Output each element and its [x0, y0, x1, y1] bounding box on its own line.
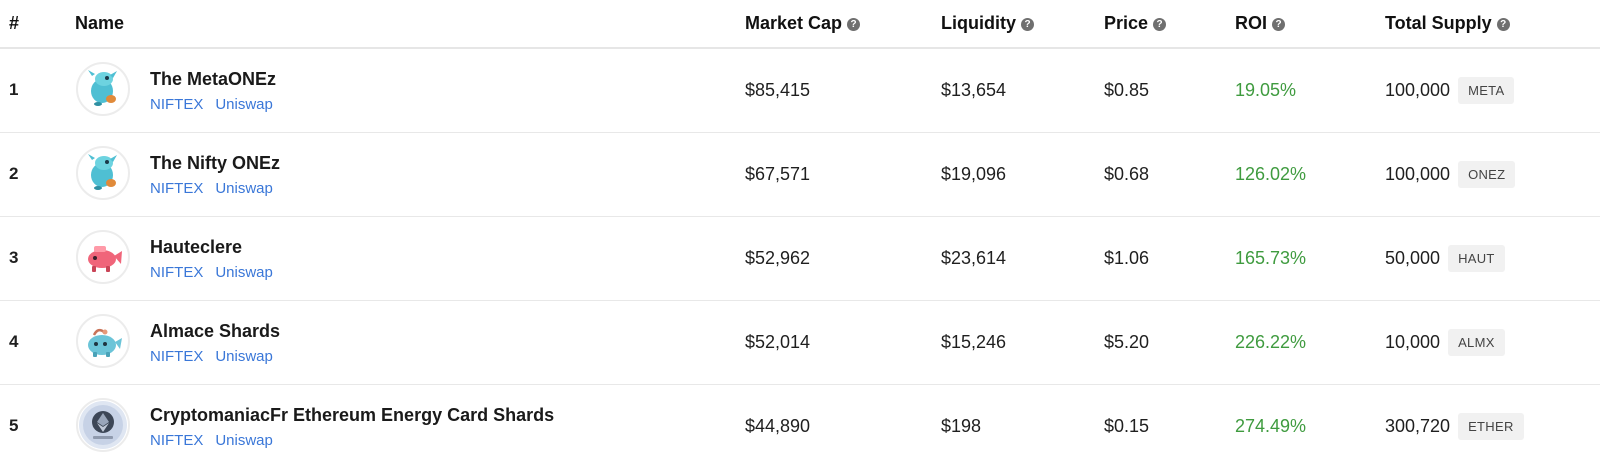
total-supply: 10,000 ALMX	[1385, 329, 1505, 356]
token-name[interactable]: CryptomaniacFr Ethereum Energy Card Shar…	[150, 405, 555, 425]
total-supply: 100,000 META	[1385, 77, 1515, 104]
table-row[interactable]: 5 CryptomaniacFr Ethereum Energy Card Sh…	[0, 385, 1600, 468]
row-rank: 3	[9, 248, 19, 267]
price-value: $5.20	[1104, 332, 1150, 352]
roi-value: 165.73%	[1235, 248, 1307, 268]
row-rank: 1	[9, 80, 19, 99]
ethereum-card-icon	[76, 398, 130, 452]
header-roi-label: ROI	[1235, 13, 1268, 33]
header-name-label: Name	[75, 13, 125, 33]
row-rank: 2	[9, 164, 19, 183]
market-cap-value: $52,014	[745, 332, 811, 352]
token-name[interactable]: The Nifty ONEz	[150, 153, 281, 173]
token-links: NIFTEX Uniswap	[150, 264, 273, 281]
total-supply: 50,000 HAUT	[1385, 245, 1505, 272]
niftex-link[interactable]: NIFTEX	[150, 96, 204, 113]
header-rank: #	[9, 13, 19, 34]
total-supply: 300,720 ETHER	[1385, 413, 1524, 440]
market-cap-value: $52,962	[745, 248, 811, 268]
roi-value: 126.02%	[1235, 164, 1307, 184]
token-name[interactable]: Hauteclere	[150, 237, 243, 257]
uniswap-link[interactable]: Uniswap	[215, 432, 273, 449]
market-cap-value: $67,571	[745, 164, 811, 184]
roi-value: 226.22%	[1235, 332, 1307, 352]
liquidity-value: $19,096	[941, 164, 1007, 184]
symbol-badge: HAUT	[1448, 245, 1505, 272]
blue-axie-icon	[76, 314, 130, 368]
header-market-cap[interactable]: Market Cap?	[745, 13, 861, 34]
liquidity-value: $23,614	[941, 248, 1007, 268]
help-icon[interactable]: ?	[1272, 18, 1286, 31]
uniswap-link[interactable]: Uniswap	[215, 264, 273, 281]
symbol-badge: ALMX	[1448, 329, 1505, 356]
token-links: NIFTEX Uniswap	[150, 432, 273, 449]
header-rank-label: #	[9, 13, 20, 33]
uniswap-link[interactable]: Uniswap	[215, 348, 273, 365]
token-links: NIFTEX Uniswap	[150, 96, 273, 113]
header-total-supply-label: Total Supply	[1385, 13, 1492, 33]
header-liquidity[interactable]: Liquidity?	[941, 13, 1034, 34]
blue-creature-icon	[76, 62, 130, 116]
token-links: NIFTEX Uniswap	[150, 180, 273, 197]
roi-value: 274.49%	[1235, 416, 1307, 436]
help-icon[interactable]: ?	[1496, 18, 1510, 31]
table-header: # Name Market Cap? Liquidity? Price? ROI…	[0, 0, 1600, 49]
niftex-link[interactable]: NIFTEX	[150, 180, 204, 197]
total-supply: 100,000 ONEZ	[1385, 161, 1516, 188]
help-icon[interactable]: ?	[1021, 18, 1034, 31]
price-value: $0.68	[1104, 164, 1150, 184]
row-rank: 5	[9, 416, 19, 435]
header-roi[interactable]: ROI?	[1235, 13, 1286, 34]
niftex-link[interactable]: NIFTEX	[150, 264, 204, 281]
token-links: NIFTEX Uniswap	[150, 348, 273, 365]
pink-axie-icon	[76, 230, 130, 284]
token-name[interactable]: Almace Shards	[150, 321, 281, 341]
token-name[interactable]: The MetaONEz	[150, 69, 277, 89]
price-value: $1.06	[1104, 248, 1150, 268]
header-name[interactable]: Name	[75, 13, 124, 34]
header-price[interactable]: Price?	[1104, 13, 1167, 34]
table-row[interactable]: 1 The MetaONEz NIFTEX Uniswap $85,415 $13…	[0, 49, 1600, 133]
liquidity-value: $198	[941, 416, 982, 436]
liquidity-value: $13,654	[941, 80, 1007, 100]
uniswap-link[interactable]: Uniswap	[215, 180, 273, 197]
row-rank: 4	[9, 332, 19, 351]
header-price-label: Price	[1104, 13, 1149, 33]
liquidity-value: $15,246	[941, 332, 1007, 352]
symbol-badge: ETHER	[1458, 413, 1524, 440]
uniswap-link[interactable]: Uniswap	[215, 96, 273, 113]
market-cap-value: $85,415	[745, 80, 811, 100]
table-row[interactable]: 2 The Nifty ONEz NIFTEX Uniswap $67,571 $…	[0, 133, 1600, 217]
symbol-badge: ONEZ	[1458, 161, 1516, 188]
supply-value: 100,000	[1385, 164, 1451, 184]
roi-value: 19.05%	[1235, 80, 1297, 100]
header-total-supply[interactable]: Total Supply?	[1385, 13, 1510, 34]
supply-value: 100,000	[1385, 80, 1451, 100]
header-market-cap-label: Market Cap	[745, 13, 843, 33]
niftex-link[interactable]: NIFTEX	[150, 432, 204, 449]
price-value: $0.15	[1104, 416, 1150, 436]
table-row[interactable]: 3 Hauteclere NIFTEX Uniswap $52,962 $23,6…	[0, 217, 1600, 301]
symbol-badge: META	[1458, 77, 1515, 104]
help-icon[interactable]: ?	[1153, 18, 1167, 31]
supply-value: 10,000	[1385, 332, 1441, 352]
market-cap-value: $44,890	[745, 416, 811, 436]
niftex-link[interactable]: NIFTEX	[150, 348, 204, 365]
supply-value: 50,000	[1385, 248, 1441, 268]
price-value: $0.85	[1104, 80, 1150, 100]
header-liquidity-label: Liquidity	[941, 13, 1016, 33]
help-icon[interactable]: ?	[847, 18, 861, 31]
table-row[interactable]: 4 Almace Shards NIFTEX Uniswap $52,014 $1…	[0, 301, 1600, 385]
supply-value: 300,720	[1385, 416, 1451, 436]
blue-creature-icon	[76, 146, 130, 200]
